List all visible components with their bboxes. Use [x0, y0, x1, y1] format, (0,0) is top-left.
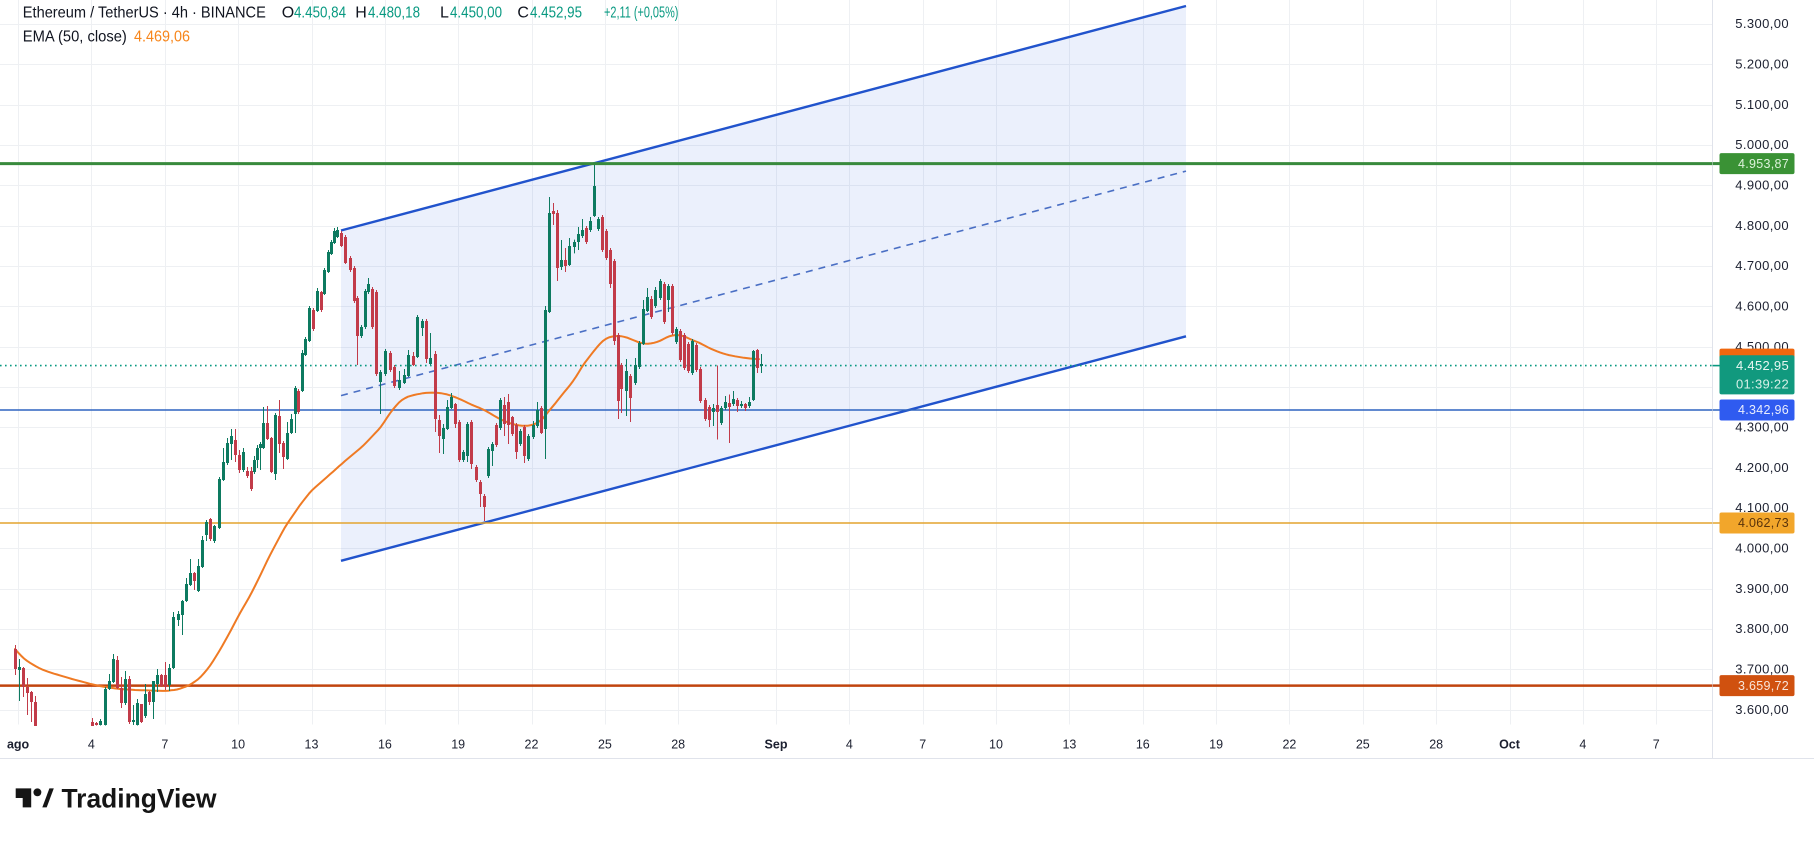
svg-text:3.800,00: 3.800,00: [1735, 621, 1789, 636]
svg-text:C: C: [517, 5, 529, 22]
svg-text:Oct: Oct: [1499, 738, 1521, 752]
svg-text:10: 10: [231, 738, 245, 752]
svg-text:4.000,00: 4.000,00: [1735, 541, 1789, 556]
svg-text:7: 7: [161, 738, 168, 752]
svg-text:7: 7: [1653, 738, 1660, 752]
svg-text:4: 4: [846, 738, 853, 752]
svg-text:5.100,00: 5.100,00: [1735, 97, 1789, 112]
svg-text:4.600,00: 4.600,00: [1735, 299, 1789, 314]
svg-text:28: 28: [671, 738, 685, 752]
svg-text:10: 10: [989, 738, 1003, 752]
svg-text:3.600,00: 3.600,00: [1735, 702, 1789, 717]
svg-text:4.450,84: 4.450,84: [294, 5, 346, 22]
svg-text:4.200,00: 4.200,00: [1735, 460, 1789, 475]
svg-text:5.000,00: 5.000,00: [1735, 137, 1789, 152]
svg-text:25: 25: [598, 738, 612, 752]
svg-text:3.900,00: 3.900,00: [1735, 581, 1789, 596]
svg-text:+2,11 (+0,05%): +2,11 (+0,05%): [604, 5, 678, 22]
svg-text:4.469,06: 4.469,06: [134, 29, 190, 46]
svg-text:4.300,00: 4.300,00: [1735, 420, 1789, 435]
svg-text:5.200,00: 5.200,00: [1735, 57, 1789, 72]
svg-text:4.953,87: 4.953,87: [1738, 157, 1789, 171]
svg-text:ago: ago: [7, 738, 30, 752]
svg-text:4.700,00: 4.700,00: [1735, 258, 1789, 273]
svg-text:28: 28: [1429, 738, 1443, 752]
svg-text:4.800,00: 4.800,00: [1735, 218, 1789, 233]
svg-text:EMA (50, close): EMA (50, close): [23, 29, 127, 46]
svg-text:3.700,00: 3.700,00: [1735, 662, 1789, 677]
svg-text:4: 4: [1579, 738, 1586, 752]
svg-text:H: H: [355, 5, 367, 22]
svg-text:4.100,00: 4.100,00: [1735, 500, 1789, 515]
svg-text:5.300,00: 5.300,00: [1735, 16, 1789, 31]
svg-text:19: 19: [451, 738, 465, 752]
svg-text:4: 4: [88, 738, 95, 752]
svg-text:4.452,95: 4.452,95: [1736, 358, 1789, 373]
svg-text:19: 19: [1209, 738, 1223, 752]
svg-text:16: 16: [378, 738, 392, 752]
svg-text:13: 13: [1062, 738, 1076, 752]
svg-text:L: L: [440, 5, 449, 22]
svg-text:4.480,18: 4.480,18: [368, 5, 420, 22]
svg-text:22: 22: [525, 738, 539, 752]
svg-text:Sep: Sep: [765, 738, 788, 752]
svg-text:25: 25: [1356, 738, 1370, 752]
svg-text:TradingView: TradingView: [62, 784, 218, 814]
svg-text:4.452,95: 4.452,95: [530, 5, 582, 22]
svg-text:3.659,72: 3.659,72: [1738, 679, 1789, 693]
svg-text:O: O: [282, 5, 294, 22]
svg-text:01:39:22: 01:39:22: [1736, 377, 1789, 392]
svg-text:4.342,96: 4.342,96: [1738, 403, 1789, 417]
svg-text:4.062,73: 4.062,73: [1738, 516, 1789, 530]
svg-text:7: 7: [919, 738, 926, 752]
svg-text:16: 16: [1136, 738, 1150, 752]
svg-text:13: 13: [305, 738, 319, 752]
svg-text:22: 22: [1282, 738, 1296, 752]
svg-text:Ethereum / TetherUS · 4h · BIN: Ethereum / TetherUS · 4h · BINANCE: [23, 5, 266, 22]
svg-text:4.450,00: 4.450,00: [450, 5, 502, 22]
svg-text:4.900,00: 4.900,00: [1735, 178, 1789, 193]
